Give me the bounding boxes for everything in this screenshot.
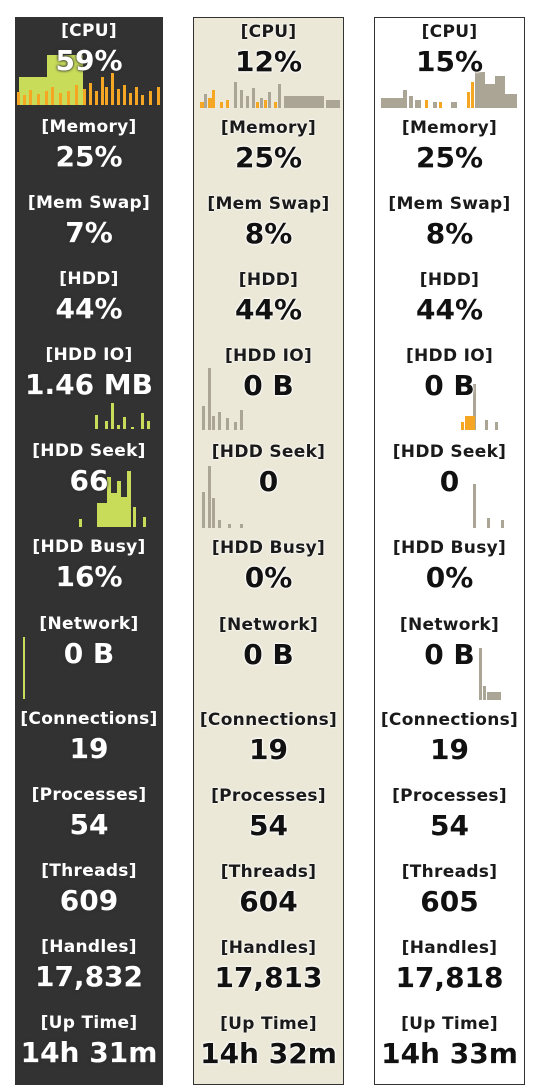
hdd-seek-graph (473, 484, 504, 528)
hdd-seek-label: [HDD Seek] (211, 442, 326, 462)
hdd-seek-label: [HDD Seek] (32, 441, 146, 461)
cpu-graph (381, 72, 517, 108)
network-label: [Network] (218, 615, 319, 635)
mem-swap-value: 8% (425, 217, 474, 250)
hdd-io-label: [HDD IO] (405, 346, 494, 366)
handles-value: 17,818 (395, 961, 504, 994)
hdd-io-value: 0 B (243, 369, 294, 402)
cpu-label: [CPU] (421, 22, 478, 42)
cpu-label: [CPU] (61, 21, 117, 41)
memory-label: [Memory] (401, 118, 498, 138)
connections-label: [Connections] (380, 710, 519, 730)
cpu-graph (200, 82, 340, 108)
monitor-panel-light: [CPU] 15% [Memory] 25% [Mem Swap] 8% [HDD] 44% [… (374, 17, 525, 1085)
cpu-value: 12% (234, 45, 303, 78)
hdd-busy-value: 0% (244, 561, 293, 594)
up-time-label: [Up Time] (220, 1014, 317, 1034)
network-label: [Network] (39, 614, 139, 634)
threads-value: 604 (239, 885, 298, 918)
hdd-io-label: [HDD IO] (224, 346, 313, 366)
hdd-value: 44% (234, 293, 303, 326)
memory-value: 25% (415, 141, 484, 174)
hdd-io-graph (461, 384, 498, 430)
hdd-seek-value: 66 (69, 464, 109, 497)
mem-swap-value: 7% (65, 216, 113, 249)
hdd-label: [HDD] (419, 270, 480, 290)
hdd-io-value: 1.46 MB (24, 368, 154, 401)
hdd-io-value: 0 B (424, 369, 475, 402)
processes-label: [Processes] (31, 785, 147, 805)
memory-label: [Memory] (220, 118, 317, 138)
network-value: 0 B (243, 638, 294, 671)
handles-value: 17,832 (34, 960, 144, 993)
cpu-value: 15% (415, 45, 484, 78)
memory-label: [Memory] (41, 117, 137, 137)
hdd-io-graph (202, 368, 243, 430)
monitor-panel-dark: [CPU] 59% [Memory] 25% [Mem Swap] 7% [HDD] 44% [… (15, 17, 163, 1085)
hdd-seek-label: [HDD Seek] (392, 442, 507, 462)
threads-value: 605 (420, 885, 479, 918)
connections-value: 19 (249, 733, 288, 766)
hdd-seek-graph (202, 466, 243, 528)
network-value: 0 B (424, 638, 475, 671)
hdd-busy-value: 16% (55, 560, 123, 593)
up-time-label: [Up Time] (401, 1014, 498, 1034)
up-time-value: 14h 31m (20, 1036, 158, 1069)
memory-value: 25% (55, 140, 123, 173)
hdd-io-label: [HDD IO] (45, 345, 133, 365)
threads-value: 609 (59, 884, 119, 917)
processes-value: 54 (69, 808, 109, 841)
monitor-panel-beige: [CPU] 12% [Memory] 25% [Mem Swap] 8% [HDD] 44% [… (193, 17, 344, 1085)
up-time-label: [Up Time] (40, 1013, 138, 1033)
connections-value: 19 (69, 732, 109, 765)
connections-value: 19 (430, 733, 469, 766)
hdd-label: [HDD] (238, 270, 299, 290)
hdd-busy-label: [HDD Busy] (32, 537, 146, 557)
hdd-seek-value: 0 (258, 465, 279, 498)
mem-swap-label: [Mem Swap] (27, 193, 151, 213)
handles-value: 17,813 (214, 961, 323, 994)
threads-label: [Threads] (401, 862, 498, 882)
network-value: 0 B (63, 637, 115, 670)
network-graph (23, 637, 25, 699)
memory-value: 25% (234, 141, 303, 174)
hdd-label: [HDD] (59, 269, 119, 289)
handles-label: [Handles] (41, 937, 137, 957)
hdd-busy-value: 0% (425, 561, 474, 594)
threads-label: [Threads] (220, 862, 317, 882)
processes-value: 54 (249, 809, 288, 842)
threads-label: [Threads] (41, 861, 137, 881)
hdd-io-graph (95, 403, 150, 429)
cpu-label: [CPU] (240, 22, 297, 42)
hdd-seek-graph (79, 471, 146, 527)
hdd-busy-label: [HDD Busy] (392, 538, 507, 558)
cpu-graph (17, 55, 160, 105)
mem-swap-label: [Mem Swap] (388, 194, 511, 214)
processes-label: [Processes] (211, 786, 326, 806)
handles-label: [Handles] (401, 938, 498, 958)
hdd-busy-label: [HDD Busy] (211, 538, 326, 558)
handles-label: [Handles] (220, 938, 317, 958)
up-time-value: 14h 33m (381, 1037, 518, 1070)
up-time-value: 14h 32m (200, 1037, 337, 1070)
processes-value: 54 (430, 809, 469, 842)
mem-swap-label: [Mem Swap] (207, 194, 330, 214)
network-graph (479, 648, 501, 700)
connections-label: [Connections] (20, 709, 158, 729)
cpu-value: 59% (55, 44, 123, 77)
mem-swap-value: 8% (244, 217, 293, 250)
hdd-value: 44% (55, 292, 123, 325)
network-label: [Network] (399, 615, 500, 635)
hdd-value: 44% (415, 293, 484, 326)
hdd-seek-value: 0 (439, 465, 460, 498)
connections-label: [Connections] (199, 710, 338, 730)
processes-label: [Processes] (392, 786, 507, 806)
